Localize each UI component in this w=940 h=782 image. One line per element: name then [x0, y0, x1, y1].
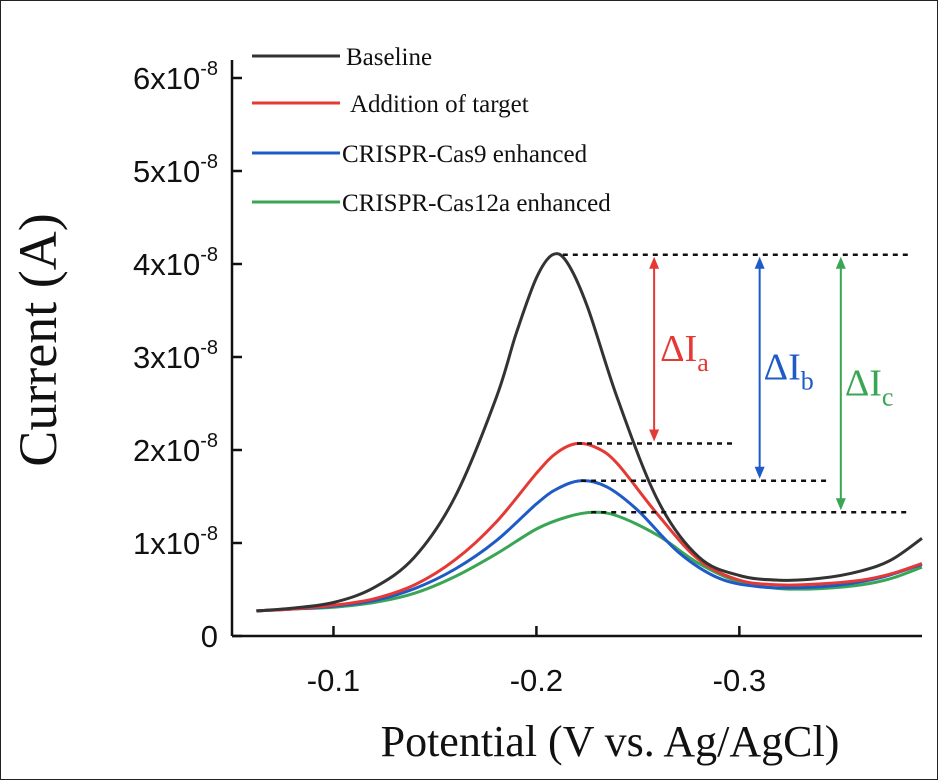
delta-b-label: ΔIb	[764, 347, 814, 396]
legend-item: CRISPR-Cas12a enhanced	[252, 190, 611, 217]
legend-item: Baseline	[252, 44, 432, 71]
x-tick-label: -0.1	[307, 663, 360, 698]
annotations: ΔIa ΔIb ΔIc	[649, 256, 894, 511]
series-baseline-line	[256, 252, 923, 613]
arrow-up-icon	[835, 256, 846, 269]
axes	[230, 60, 922, 638]
delta-a-annotation: ΔIa	[649, 256, 709, 442]
arrow-up-icon	[649, 256, 660, 269]
delta-a-label: ΔIa	[660, 328, 709, 377]
legend-item: CRISPR-Cas9 enhanced	[252, 141, 588, 168]
arrow-down-icon	[835, 498, 846, 511]
x-axis-title: Potential (V vs. Ag/AgCl)	[381, 717, 840, 766]
legend: Baseline Addition of target CRISPR-Cas9 en…	[252, 44, 611, 217]
series	[256, 252, 923, 613]
legend-label: Addition of target	[350, 91, 529, 118]
ticks: 0 1x10-8 2x10-8 3x10-8 4x10-8 5x10-8 6x10-8 -0.…	[133, 58, 766, 698]
arrow-down-icon	[649, 429, 660, 442]
legend-label: CRISPR-Cas9 enhanced	[342, 141, 588, 168]
reference-lines	[562, 253, 908, 514]
delta-b-annotation: ΔIb	[754, 256, 814, 479]
arrow-down-icon	[754, 466, 765, 479]
arrow-up-icon	[754, 256, 765, 269]
y-tick-label: 4x10-8	[133, 244, 218, 282]
y-tick-label: 6x10-8	[133, 58, 218, 96]
y-axis-title: Current (A)	[8, 213, 68, 466]
y-tick-label: 2x10-8	[133, 430, 218, 468]
y-tick-label: 3x10-8	[133, 337, 218, 375]
series-cas9-line	[256, 479, 923, 613]
y-tick-label: 5x10-8	[133, 151, 218, 189]
legend-label: Baseline	[346, 44, 432, 71]
x-tick-label: -0.2	[510, 663, 563, 698]
delta-c-label: ΔIc	[845, 363, 894, 412]
x-tick-label: -0.3	[713, 663, 766, 698]
y-tick-label: 1x10-8	[133, 523, 218, 561]
legend-label: CRISPR-Cas12a enhanced	[342, 190, 611, 217]
legend-item: Addition of target	[252, 91, 529, 118]
y-tick-label: 0	[201, 619, 218, 654]
delta-c-annotation: ΔIc	[835, 256, 894, 511]
